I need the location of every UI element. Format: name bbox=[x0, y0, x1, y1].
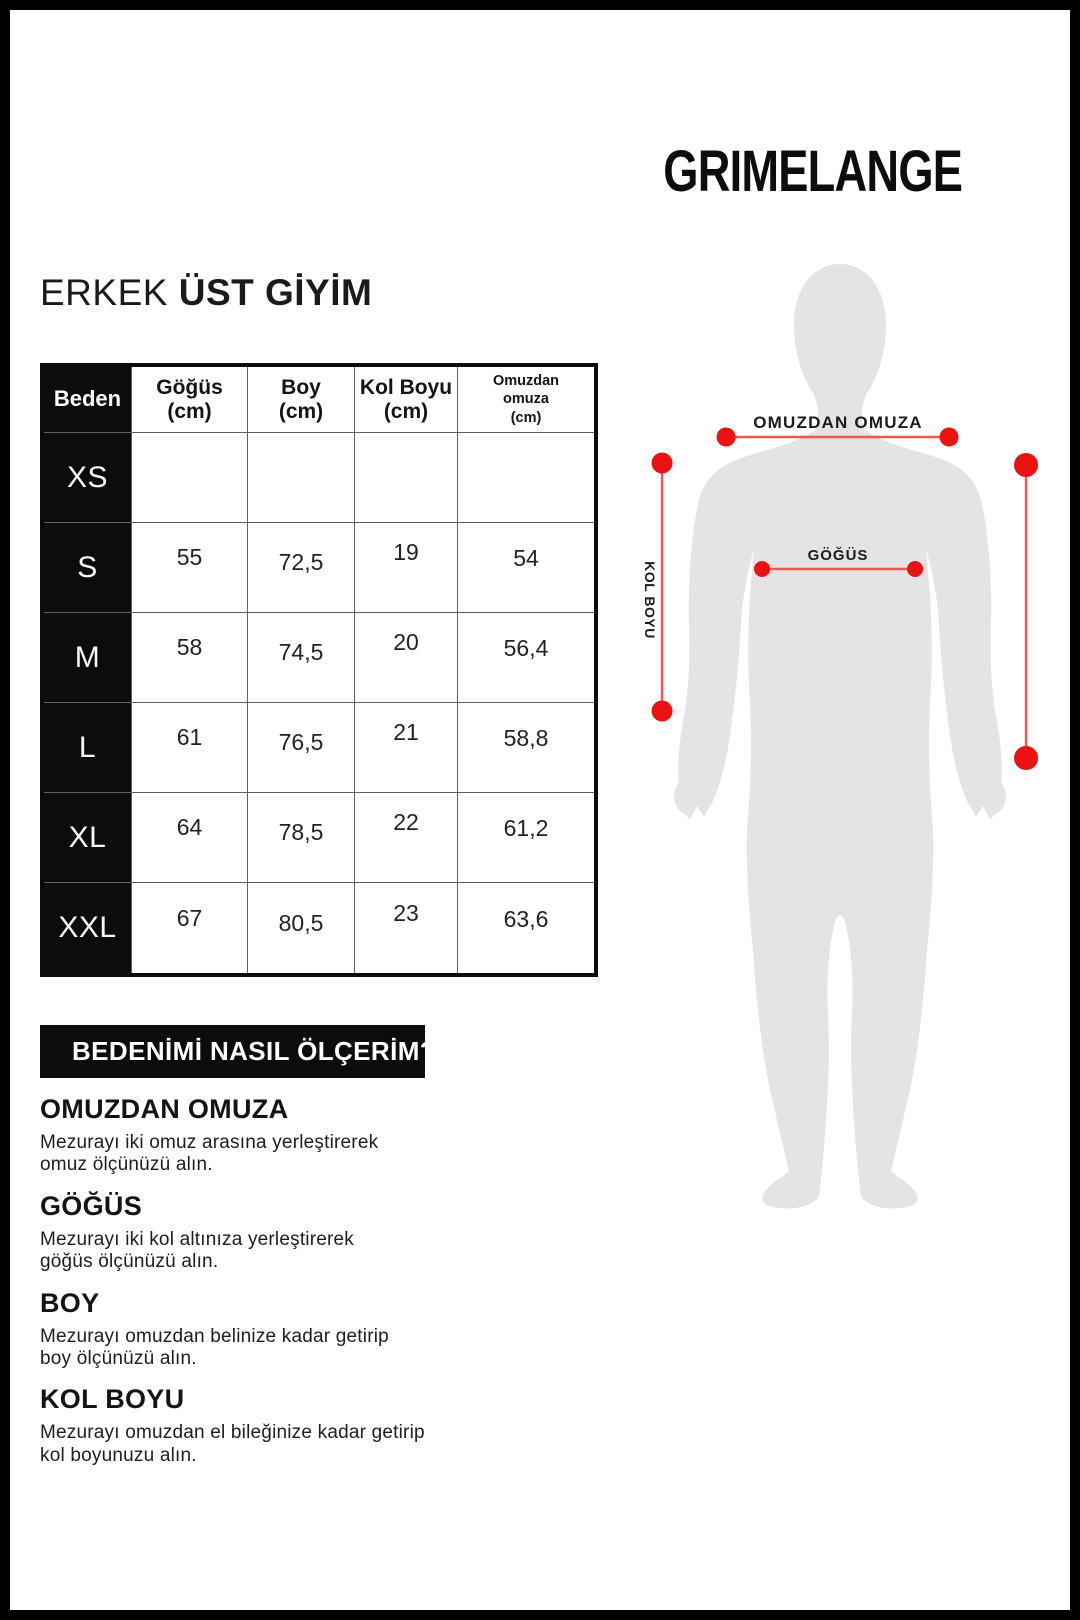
value-cell: 58 bbox=[132, 613, 248, 703]
how-to-banner: BEDENİMİ NASIL ÖLÇERİM? bbox=[40, 1025, 436, 1078]
value-cell: 20 bbox=[355, 613, 458, 703]
measurement-dot bbox=[1014, 746, 1038, 770]
measurement-dot bbox=[939, 427, 959, 447]
body-silhouette bbox=[674, 264, 1006, 1209]
page-title-prefix: ERKEK bbox=[40, 272, 179, 313]
size-cell-xxl: XXL bbox=[44, 883, 132, 973]
diagram-label-kol-boyu: KOL BOYU bbox=[642, 561, 658, 639]
value-cell bbox=[248, 433, 355, 523]
value-cell: 21 bbox=[355, 703, 458, 793]
instruction-section-kol-boyu: KOL BOYU Mezurayı omuzdan el bileğinize … bbox=[40, 1384, 540, 1467]
section-body: Mezurayı omuzdan belinize kadar getirip … bbox=[40, 1325, 389, 1370]
value-cell: 72,5 bbox=[248, 523, 355, 613]
how-to-banner-text: BEDENİMİ NASIL ÖLÇERİM? bbox=[72, 1036, 437, 1066]
measurement-diagram: OMUZDAN OMUZA GÖĞÜS KOL BOYU BOY bbox=[642, 264, 1040, 1209]
instruction-section-omuzdan-omuza: OMUZDAN OMUZA Mezurayı iki omuz arasına … bbox=[40, 1094, 540, 1177]
value-cell bbox=[458, 433, 594, 523]
value-cell: 61 bbox=[132, 703, 248, 793]
section-body: Mezurayı omuzdan el bileğinize kadar get… bbox=[40, 1422, 425, 1466]
diagram-label-omuzdan-omuza: OMUZDAN OMUZA bbox=[753, 413, 923, 432]
diagram-label-boy: BOY bbox=[1038, 586, 1040, 618]
measurement-dot bbox=[907, 561, 923, 577]
brand-logo: GRIMELANGE bbox=[663, 139, 963, 204]
value-cell bbox=[132, 433, 248, 523]
how-to-instructions: OMUZDAN OMUZA Mezurayı iki omuz arasına … bbox=[40, 1090, 540, 1467]
table-header-gogus: Göğüs (cm) bbox=[132, 367, 248, 433]
measurement-dot bbox=[716, 427, 736, 447]
size-cell-s: S bbox=[44, 523, 132, 613]
table-header-boy: Boy (cm) bbox=[248, 367, 355, 433]
page-title-emphasis: ÜST GİYİM bbox=[178, 272, 373, 313]
measurement-dot bbox=[651, 452, 673, 474]
measurement-dot bbox=[1014, 453, 1038, 477]
value-cell: 61,2 bbox=[458, 793, 594, 883]
table-header-beden: Beden bbox=[44, 367, 132, 433]
section-heading: OMUZDAN OMUZA bbox=[40, 1094, 289, 1124]
value-cell: 64 bbox=[132, 793, 248, 883]
section-heading: BOY bbox=[40, 1287, 100, 1318]
table-header-kol-boyu: Kol Boyu (cm) bbox=[355, 367, 458, 433]
size-cell-xl: XL bbox=[44, 793, 132, 883]
value-cell: 22 bbox=[355, 793, 458, 883]
value-cell: 23 bbox=[355, 883, 458, 973]
section-heading: KOL BOYU bbox=[40, 1384, 185, 1415]
value-cell: 58,8 bbox=[458, 703, 594, 793]
value-cell: 76,5 bbox=[248, 703, 355, 793]
value-cell: 78,5 bbox=[248, 793, 355, 883]
instruction-section-gogus: GÖĞÜS Mezurayı iki kol altınıza yerleşti… bbox=[40, 1191, 540, 1274]
size-cell-l: L bbox=[44, 703, 132, 793]
measurement-dot bbox=[754, 561, 770, 577]
size-cell-m: M bbox=[44, 613, 132, 703]
table-header-omuzdan-omuza: Omuzdan omuza (cm) bbox=[458, 367, 594, 433]
section-body: Mezurayı iki kol altınıza yerleştirerek … bbox=[40, 1228, 355, 1273]
value-cell: 67 bbox=[132, 883, 248, 973]
size-table: Beden Göğüs (cm) Boy (cm) Kol Boyu (cm) … bbox=[40, 363, 598, 977]
section-heading: GÖĞÜS bbox=[40, 1190, 143, 1221]
value-cell: 55 bbox=[132, 523, 248, 613]
value-cell: 19 bbox=[355, 523, 458, 613]
value-cell bbox=[355, 433, 458, 523]
value-cell: 63,6 bbox=[503, 905, 549, 932]
page-title: ERKEK ÜST GİYİM bbox=[40, 272, 372, 314]
measurement-dot bbox=[651, 700, 673, 722]
diagram-label-gogus: GÖĞÜS bbox=[808, 546, 869, 564]
section-body: Mezurayı iki omuz arasına yerleştirerek … bbox=[40, 1132, 379, 1176]
instruction-section-boy: BOY Mezurayı omuzdan belinize kadar geti… bbox=[40, 1288, 540, 1371]
value-cell: 74,5 bbox=[248, 613, 355, 703]
size-cell-xs: XS bbox=[44, 433, 132, 523]
value-cell: 80,5 bbox=[248, 883, 355, 973]
value-cell: 54 bbox=[458, 523, 594, 613]
value-cell: 56,4 bbox=[458, 613, 594, 703]
